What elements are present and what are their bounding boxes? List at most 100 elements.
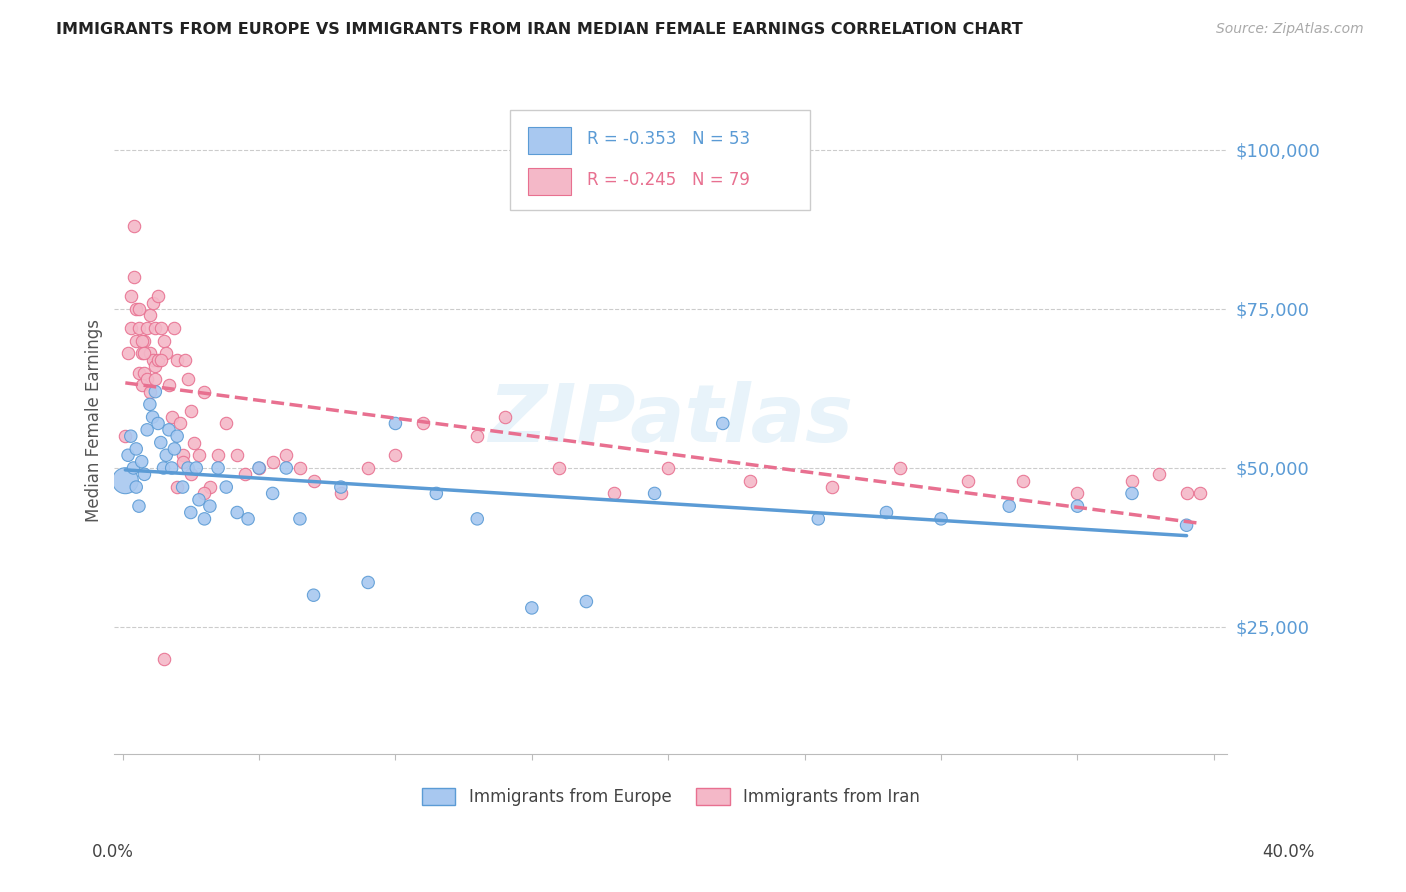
Point: [1175, 518, 1198, 533]
Point: [122, 461, 145, 475]
Point: [117, 346, 139, 360]
Point: [142, 352, 165, 367]
Point: [166, 429, 188, 443]
Point: [172, 480, 194, 494]
Point: [465, 429, 488, 443]
Point: [134, 467, 156, 482]
Point: [146, 352, 169, 367]
Point: [198, 499, 221, 513]
Point: [128, 321, 150, 335]
Point: [236, 512, 259, 526]
Point: [155, 346, 177, 360]
Point: [155, 448, 177, 462]
Point: [875, 506, 897, 520]
Point: [188, 492, 211, 507]
Point: [1012, 474, 1035, 488]
Point: [329, 486, 352, 500]
FancyBboxPatch shape: [509, 110, 810, 210]
Point: [143, 321, 166, 335]
Point: [146, 289, 169, 303]
Text: R = -0.353   N = 53: R = -0.353 N = 53: [588, 130, 751, 148]
Point: [180, 506, 202, 520]
Point: [114, 474, 136, 488]
Point: [143, 359, 166, 374]
Point: [889, 461, 911, 475]
Point: [1066, 499, 1088, 513]
Text: ZIPatlas: ZIPatlas: [488, 381, 853, 459]
Point: [929, 512, 952, 526]
Point: [172, 448, 194, 462]
Point: [152, 461, 174, 475]
Point: [169, 417, 191, 431]
Point: [125, 334, 148, 348]
Point: [180, 467, 202, 482]
Point: [412, 417, 434, 431]
Point: [575, 594, 598, 608]
Point: [149, 352, 172, 367]
Point: [131, 455, 153, 469]
Point: [134, 334, 156, 348]
Point: [122, 270, 145, 285]
Point: [143, 384, 166, 399]
Point: [957, 474, 980, 488]
Point: [143, 372, 166, 386]
Point: [166, 352, 188, 367]
Point: [226, 506, 249, 520]
Point: [207, 461, 229, 475]
Point: [125, 442, 148, 456]
Point: [186, 461, 208, 475]
Point: [235, 467, 257, 482]
Point: [520, 601, 543, 615]
Point: [128, 366, 150, 380]
Point: [1121, 474, 1143, 488]
Point: [114, 429, 136, 443]
Point: [157, 423, 180, 437]
Point: [163, 442, 186, 456]
Point: [193, 384, 215, 399]
Point: [821, 480, 844, 494]
Point: [262, 455, 284, 469]
Point: [180, 403, 202, 417]
Point: [160, 410, 183, 425]
Point: [134, 366, 156, 380]
Point: [357, 575, 380, 590]
Point: [149, 435, 172, 450]
Point: [193, 486, 215, 500]
Point: [738, 474, 761, 488]
Point: [262, 486, 284, 500]
Text: 40.0%: 40.0%: [1263, 843, 1315, 861]
Point: [152, 652, 174, 666]
Point: [276, 448, 298, 462]
Point: [136, 423, 159, 437]
FancyBboxPatch shape: [529, 128, 571, 154]
Point: [136, 372, 159, 386]
Point: [117, 448, 139, 462]
Point: [465, 512, 488, 526]
Point: [329, 480, 352, 494]
Point: [302, 474, 325, 488]
Point: [644, 486, 666, 500]
Point: [177, 372, 200, 386]
Point: [131, 334, 153, 348]
Point: [120, 289, 142, 303]
Point: [602, 486, 624, 500]
Point: [247, 461, 270, 475]
Point: [120, 429, 142, 443]
Point: [207, 448, 229, 462]
Point: [174, 352, 197, 367]
Point: [1149, 467, 1171, 482]
Point: [548, 461, 571, 475]
Text: IMMIGRANTS FROM EUROPE VS IMMIGRANTS FROM IRAN MEDIAN FEMALE EARNINGS CORRELATIO: IMMIGRANTS FROM EUROPE VS IMMIGRANTS FRO…: [56, 22, 1024, 37]
Point: [1175, 486, 1198, 500]
Point: [711, 417, 734, 431]
Point: [425, 486, 447, 500]
Point: [146, 417, 169, 431]
Point: [139, 346, 162, 360]
Point: [247, 461, 270, 475]
Point: [134, 346, 156, 360]
Point: [122, 219, 145, 234]
Point: [120, 321, 142, 335]
Point: [193, 512, 215, 526]
Point: [807, 512, 830, 526]
Point: [198, 480, 221, 494]
